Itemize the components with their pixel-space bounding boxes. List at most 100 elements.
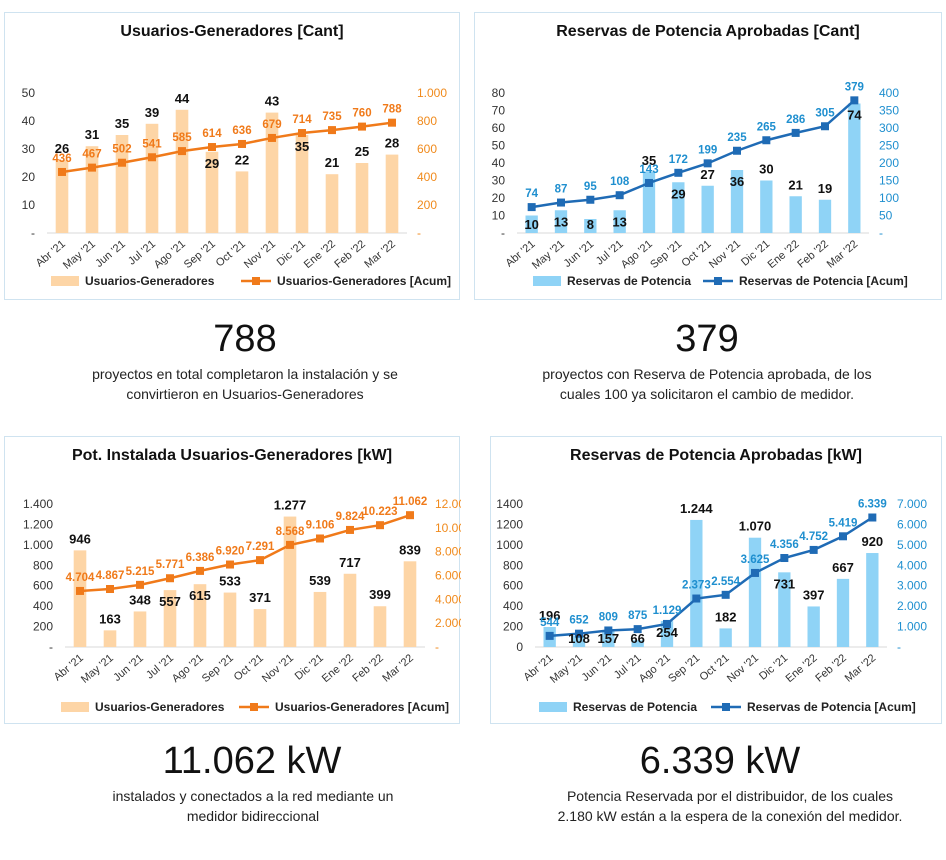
bar-value-label: 10	[524, 217, 538, 232]
left-tick-label: 600	[33, 579, 53, 593]
bar-value-label: 717	[339, 555, 361, 570]
line-value-label: 436	[52, 153, 71, 165]
bar	[313, 591, 327, 647]
bar	[193, 584, 207, 647]
line-value-label: 614	[202, 128, 222, 140]
line-value-label: 8.568	[276, 526, 305, 538]
line-value-label: 714	[292, 114, 312, 126]
bar	[73, 550, 87, 647]
bar	[613, 210, 626, 233]
bar	[325, 174, 339, 233]
category-label: Sep '21	[666, 652, 702, 685]
right-tick-label: 300	[879, 121, 899, 135]
bar-value-label: 8	[587, 217, 594, 232]
line-value-label: 4.704	[66, 572, 95, 584]
bar-value-label: 254	[656, 625, 678, 640]
line-point	[615, 191, 624, 200]
bar-value-label: 557	[159, 594, 181, 609]
left-tick-label: 70	[492, 104, 506, 118]
category-label: Feb '22	[332, 238, 368, 271]
line-point	[780, 554, 789, 563]
bar-value-label: 1.070	[739, 519, 772, 534]
line-value-label: 5.419	[829, 517, 858, 529]
right-tick-label: 200	[417, 198, 437, 212]
legend-label: Reservas de Potencia [Acum]	[747, 700, 916, 714]
line-value-label: 2.554	[711, 576, 740, 588]
line-value-label: 6.386	[186, 552, 215, 564]
bar	[807, 606, 820, 647]
bar	[403, 561, 417, 647]
bar	[631, 640, 644, 647]
right-tick-label: 4.000	[897, 558, 927, 572]
right-tick-label: 800	[417, 114, 437, 128]
left-tick-label: 1200	[496, 517, 523, 531]
bar	[253, 609, 267, 647]
right-tick-label: 100	[879, 191, 899, 205]
category-label: Jun '21	[111, 652, 146, 684]
category-label: Ene '22	[766, 238, 802, 271]
line-value-label: 9.106	[306, 519, 335, 531]
category-label: Sep '21	[200, 652, 236, 685]
line-value-label: 502	[112, 144, 131, 156]
bar-value-label: 27	[700, 167, 714, 182]
line-value-label: 6.920	[216, 546, 245, 558]
legend-label: Usuarios-Generadores	[85, 274, 215, 288]
chart-title: Pot. Instalada Usuarios-Generadores [kW]	[71, 447, 393, 464]
chart-panel-usuarios-cant: Usuarios-Generadores [Cant] -10 20 30 40 50-…	[4, 12, 460, 300]
category-label: May '21	[548, 652, 585, 686]
left-tick-label: 50	[492, 139, 506, 153]
left-tick-label: 200	[503, 620, 523, 634]
line-value-label: 3.625	[741, 554, 770, 566]
bar-value-label: 1.244	[680, 501, 713, 516]
line-point	[663, 619, 671, 628]
right-tick-label: -	[435, 640, 439, 654]
series-line	[549, 516, 874, 638]
line-point	[316, 534, 324, 543]
bar-value-label: 36	[730, 174, 744, 189]
category-label: Feb '22	[813, 652, 849, 685]
left-tick-label: 400	[33, 599, 53, 613]
legend-swatch-marker	[252, 277, 260, 285]
line-value-label: 4.356	[770, 539, 799, 551]
bar-value-label: 920	[861, 534, 883, 549]
right-tick-label: 400	[879, 86, 899, 100]
right-tick-label: -	[417, 226, 421, 240]
legend-label: Reservas de Potencia	[573, 700, 697, 714]
bar	[525, 215, 538, 233]
line-value-label: 143	[639, 164, 658, 176]
line-value-label: 265	[757, 121, 777, 133]
line-point	[106, 585, 114, 594]
chart-title: Reservas de Potencia Aprobadas [kW]	[570, 447, 862, 464]
line-value-label: 467	[82, 149, 101, 161]
line-point	[674, 168, 683, 177]
bar	[103, 630, 117, 647]
bar-value-label: 371	[249, 590, 271, 605]
legend-swatch-marker	[250, 703, 258, 711]
left-tick-label: 0	[516, 640, 523, 654]
bar-value-label: 29	[205, 156, 219, 171]
bar	[760, 180, 773, 233]
bar	[554, 210, 568, 233]
bar	[836, 578, 850, 647]
right-tick-label: 150	[879, 174, 899, 188]
summary-number-reservas: 379	[675, 318, 739, 360]
left-tick-label: 1.400	[23, 497, 53, 511]
line-value-label: 95	[584, 181, 597, 193]
bar	[701, 185, 714, 233]
bar	[584, 219, 597, 233]
line-point	[388, 118, 396, 127]
left-tick-label: 200	[33, 620, 53, 634]
line-value-label: 108	[610, 176, 630, 188]
chart-svg: 0 200 400 600 800 1000 1200 1400 - 1.000 2.000 3.00…	[496, 497, 927, 714]
bar	[55, 160, 69, 233]
line-value-label: 4.752	[799, 531, 828, 543]
bar-value-label: 35	[115, 116, 129, 131]
left-tick-label: 40	[492, 156, 506, 170]
bar-value-label: 44	[175, 91, 190, 106]
caption-line: convirtieron en Usuarios-Generadores	[126, 386, 364, 402]
chart-panel-pot-instalada: Pot. Instalada Usuarios-Generadores [kW]…	[4, 436, 461, 724]
summary-number-reservas-kw: 6.339 kW	[639, 740, 801, 782]
bar	[748, 537, 762, 647]
bar-value-label: 839	[399, 542, 421, 557]
category-label: Feb '22	[350, 652, 386, 685]
